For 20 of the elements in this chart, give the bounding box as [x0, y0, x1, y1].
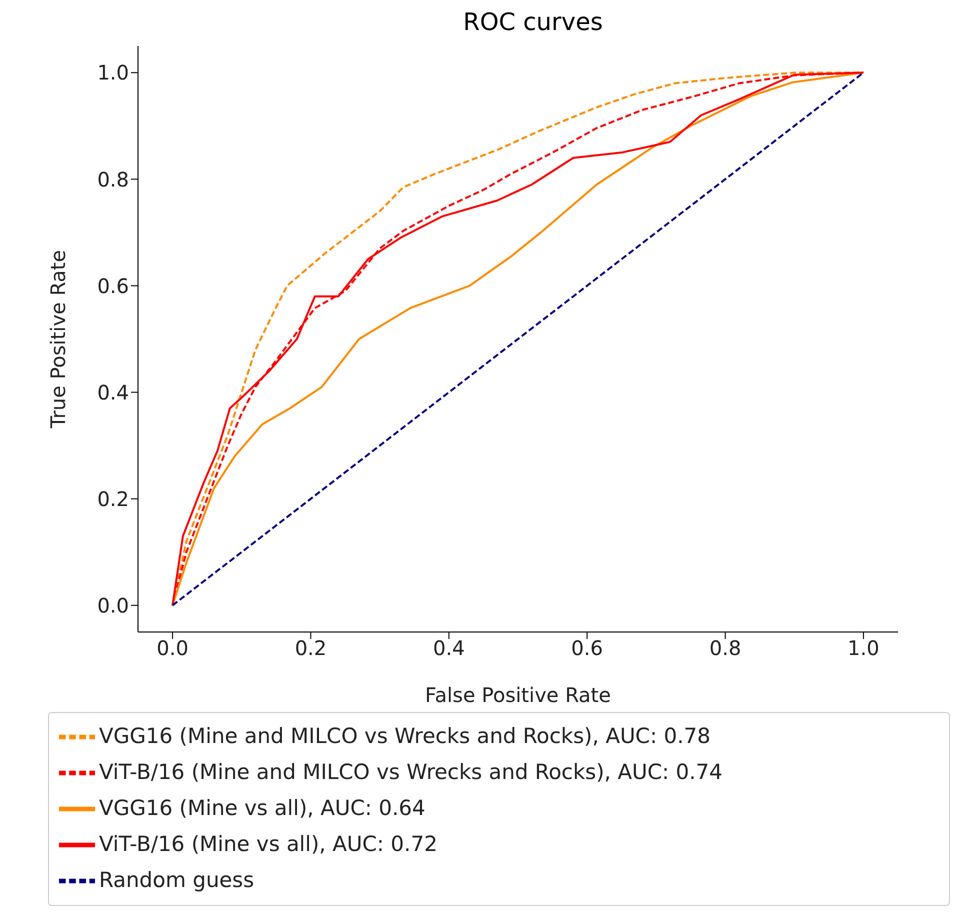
x-tick-label: 0.4 — [433, 636, 465, 660]
legend-label: Random guess — [99, 868, 254, 892]
y-tick-label: 1.0 — [97, 60, 129, 85]
y-tick-label: 0.2 — [97, 486, 129, 511]
legend-label: ViT-B/16 (Mine vs all), AUC: 0.72 — [99, 832, 438, 856]
y-tick-label: 0.4 — [97, 380, 129, 404]
y-tick-label: 0.8 — [97, 167, 129, 192]
legend-label: VGG16 (Mine vs all), AUC: 0.64 — [99, 796, 426, 820]
legend-label: ViT-B/16 (Mine and MILCO vs Wrecks and Rocks), AUC: 0.74 — [99, 760, 723, 784]
y-tick-label: 0.6 — [97, 274, 129, 298]
x-tick-label: 0.6 — [571, 636, 603, 660]
x-tick-label: 0.8 — [709, 636, 742, 660]
chart-title: ROC curves — [462, 8, 604, 36]
x-tick-label: 0.0 — [156, 636, 188, 660]
x-tick-label: 0.2 — [294, 636, 327, 660]
x-tick-label: 1.0 — [848, 636, 880, 660]
legend-label: VGG16 (Mine and MILCO vs Wrecks and Rocks), AUC: 0.78 — [99, 724, 710, 748]
y-axis-title: True Positive Rate — [46, 250, 70, 430]
x-axis-title: False Positive Rate — [425, 683, 611, 707]
y-tick-label: 0.0 — [97, 593, 129, 618]
